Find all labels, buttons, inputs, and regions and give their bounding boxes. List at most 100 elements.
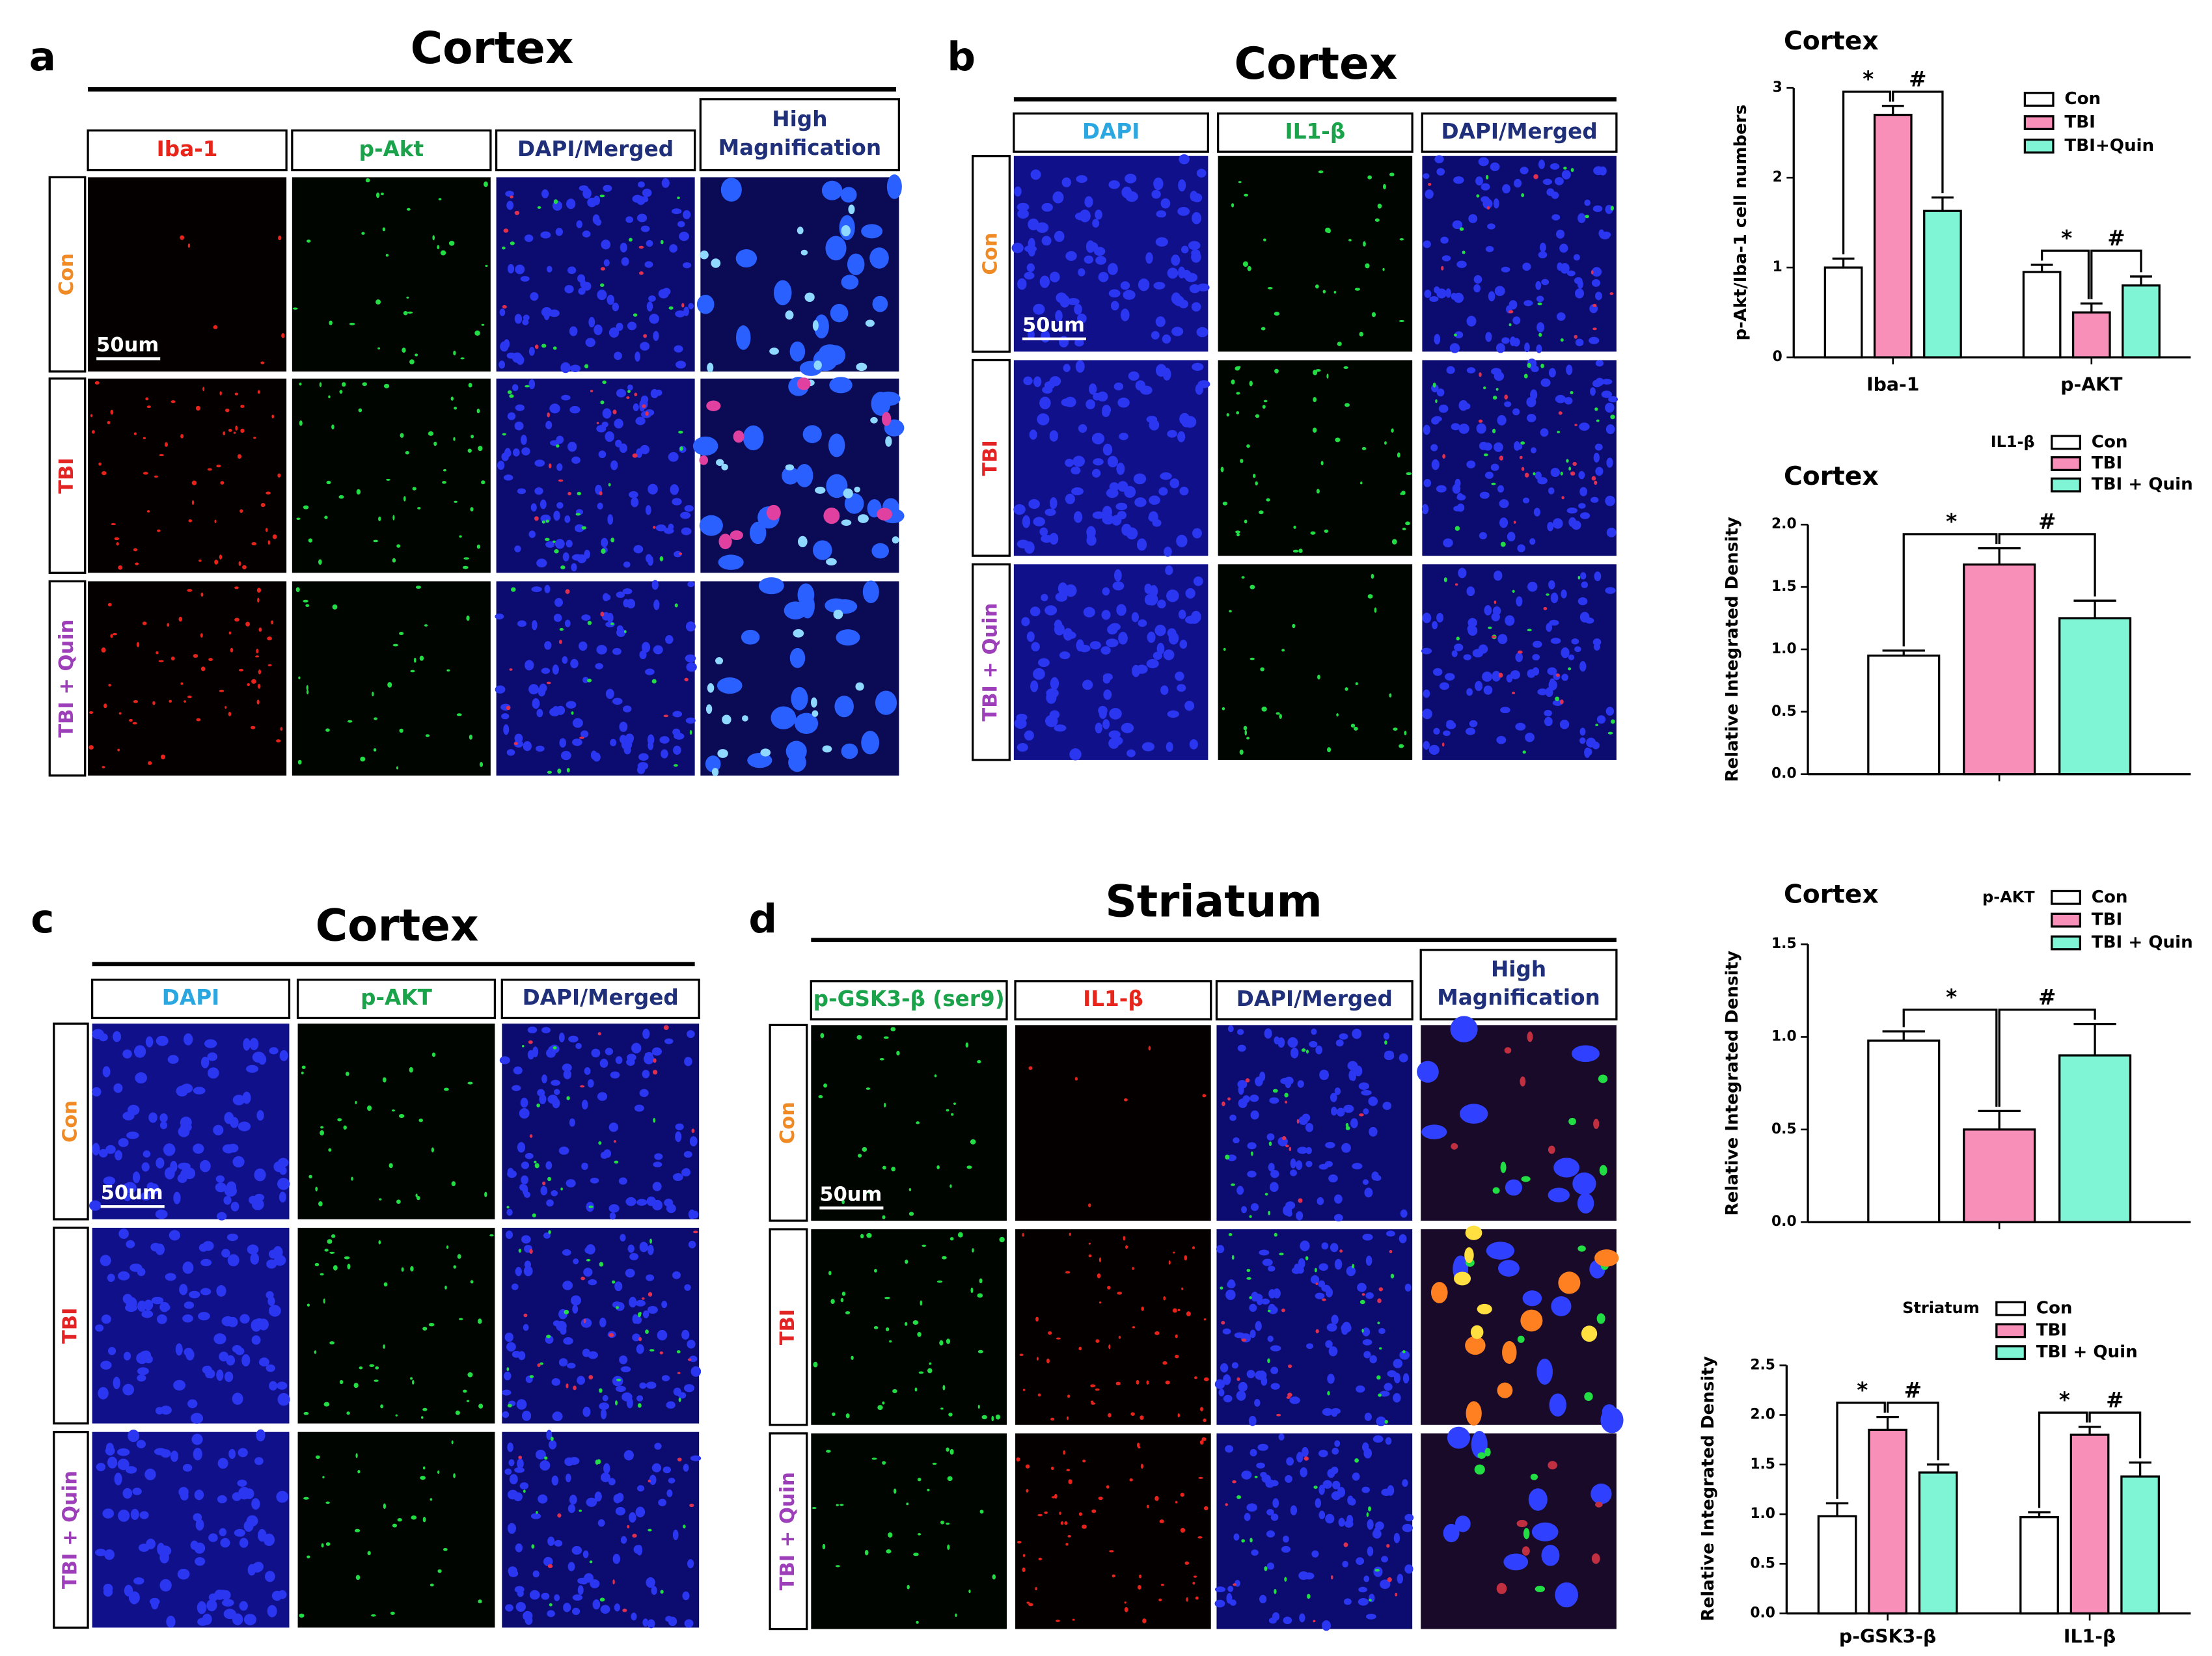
cell-dot [668, 306, 674, 310]
bar [2019, 1516, 2059, 1615]
cell-dot [451, 1440, 454, 1445]
micrograph [1015, 1025, 1211, 1221]
cell-dot [1074, 1077, 1078, 1081]
legend-swatch [2051, 456, 2082, 471]
cell-dot [621, 257, 629, 266]
cell-dot [1153, 177, 1164, 191]
cell-dot [1035, 222, 1049, 233]
cell-dot [579, 641, 588, 651]
cell-dot [1289, 1396, 1300, 1404]
cell-dot [320, 1130, 325, 1136]
cell-dot [679, 232, 689, 241]
cell-dot [446, 1245, 449, 1249]
cell-dot [1260, 667, 1264, 672]
row-label-box [48, 176, 87, 373]
cell-dot [1521, 1176, 1531, 1182]
cell-dot [421, 1416, 424, 1419]
cell-dot [1390, 1273, 1395, 1279]
cell-dot [1160, 472, 1172, 480]
cell-dot [689, 1355, 698, 1363]
cell-dot [635, 1299, 646, 1307]
cell-dot [664, 1038, 674, 1044]
cell-dot [399, 632, 404, 636]
cell-dot [94, 381, 100, 385]
x-tick-label: Iba-1 [1866, 374, 1919, 396]
cell-dot [1092, 219, 1100, 228]
cell-dot [636, 1344, 644, 1354]
cell-dot [610, 739, 617, 746]
cell-dot [1247, 1171, 1257, 1178]
y-tick-label: 2.5 [1750, 1357, 1775, 1373]
micrograph [1216, 1025, 1413, 1222]
cell-dot [1595, 724, 1599, 727]
cell-dot [813, 360, 822, 370]
cell-dot [1499, 455, 1504, 461]
cell-dot [977, 1404, 980, 1409]
cell-dot [826, 1450, 831, 1453]
cell-dot [623, 561, 631, 568]
cell-dot [277, 473, 281, 478]
cell-dot [351, 1176, 353, 1181]
cell-dot [747, 753, 772, 768]
cell-dot [599, 1402, 610, 1410]
cell-dot [1056, 292, 1067, 303]
cell-dot [580, 1318, 592, 1328]
cell-dot [599, 195, 605, 198]
cell-dot [161, 1303, 171, 1311]
cell-dot [554, 549, 559, 554]
cell-dot [1108, 1413, 1112, 1418]
cell-dot [1365, 263, 1370, 269]
cell-dot [1263, 400, 1268, 403]
cell-dot [615, 439, 622, 448]
cell-dot [1131, 612, 1140, 623]
cell-dot [1484, 604, 1492, 616]
cell-dot [392, 1523, 398, 1528]
cell-dot [467, 1372, 473, 1378]
cell-dot [1108, 180, 1120, 189]
cell-dot [1077, 313, 1087, 323]
cell-dot [1022, 1567, 1026, 1573]
cell-dot [619, 1355, 628, 1364]
cell-dot [1025, 1464, 1030, 1469]
cell-dot [241, 1354, 251, 1367]
micrograph-bg [1218, 360, 1413, 556]
cell-dot [627, 1244, 635, 1253]
cell-dot [1113, 382, 1124, 391]
cell-dot [1497, 1260, 1520, 1277]
micrograph [1218, 156, 1413, 352]
cell-dot [570, 658, 579, 669]
cell-dot [1397, 452, 1400, 458]
cell-dot [862, 580, 879, 603]
cell-dot [1179, 154, 1190, 165]
cell-dot [626, 1397, 633, 1409]
cell-dot [720, 178, 742, 202]
cell-dot [567, 1363, 576, 1369]
cell-dot [1491, 635, 1496, 639]
cell-dot [735, 325, 751, 350]
cell-dot [1272, 1498, 1279, 1508]
cell-dot [249, 1038, 259, 1050]
cell-dot [567, 491, 572, 496]
cell-dot [1554, 177, 1564, 185]
cell-dot [1557, 431, 1561, 433]
cell-dot [785, 310, 794, 320]
cell-dot [1136, 538, 1147, 551]
cell-dot [1045, 508, 1056, 516]
cell-dot [968, 1589, 971, 1594]
cell-dot [1124, 1607, 1128, 1612]
cell-dot [1306, 1343, 1314, 1350]
cell-dot [342, 382, 346, 387]
row-label: TBI + Quin [59, 1471, 81, 1589]
cell-dot [269, 1381, 278, 1391]
cell-dot [332, 604, 338, 610]
cell-dot [1223, 647, 1226, 651]
cell-dot [1243, 726, 1248, 731]
cell-dot [217, 1590, 228, 1599]
cell-dot [1600, 1407, 1624, 1433]
cell-dot [1393, 1532, 1400, 1543]
cell-dot [1082, 679, 1093, 690]
cell-dot [267, 1605, 277, 1618]
cell-dot [1185, 588, 1195, 599]
cell-dot [401, 1267, 404, 1272]
cell-dot [1367, 1546, 1374, 1556]
